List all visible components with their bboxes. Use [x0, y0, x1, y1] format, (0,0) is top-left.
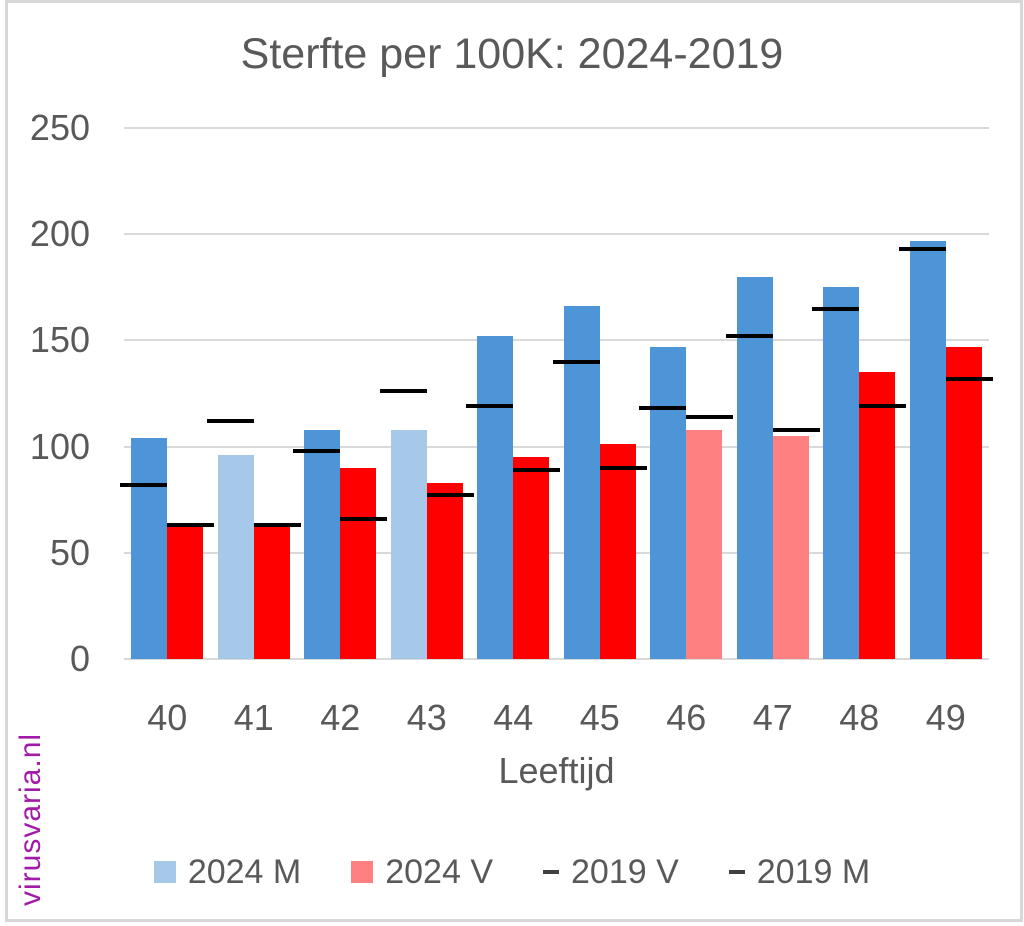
x-axis-tick-label-42: 42: [320, 697, 361, 738]
gridline-y-100: [124, 445, 989, 448]
legend-label: 2019 M: [756, 853, 871, 891]
bar-2024-v-46: [686, 429, 723, 659]
marker-2019-m-42: [293, 448, 341, 453]
x-axis-tick-label-41: 41: [233, 697, 274, 738]
gridline-y-0: [124, 658, 989, 660]
marker-2019-v-40: [167, 523, 215, 528]
gridline-y-50: [124, 551, 989, 554]
legend-dash-icon: [728, 870, 745, 874]
legend-label: 2019 V: [571, 853, 679, 891]
bar-2024-m-40: [131, 438, 168, 659]
bar-2024-m-46: [650, 346, 687, 659]
y-axis-tick-label-50: 50: [49, 531, 90, 573]
bar-2024-v-49: [945, 346, 982, 659]
marker-2019-m-44: [466, 404, 514, 409]
bar-2024-m-48: [823, 287, 860, 659]
y-axis-tick-label-0: 0: [69, 638, 90, 679]
bar-2024-m-47: [736, 276, 773, 659]
bar-2024-v-43: [426, 482, 463, 659]
bar-2024-v-40: [167, 523, 204, 659]
marker-2019-m-49: [898, 247, 946, 252]
marker-2019-m-43: [379, 389, 427, 394]
marker-2019-m-41: [206, 419, 254, 424]
x-axis-tick-label-45: 45: [579, 697, 620, 738]
y-axis-tick-label-150: 150: [29, 319, 90, 361]
legend-item-2024-v: 2024 V: [351, 852, 493, 892]
gridline-y-200: [124, 233, 989, 236]
x-axis-tick-label-44: 44: [493, 697, 534, 738]
bar-2024-m-49: [909, 240, 946, 659]
legend-label: 2024 V: [385, 853, 493, 891]
x-axis-tick-label-48: 48: [839, 697, 880, 738]
marker-2019-v-44: [513, 467, 561, 472]
legend: 2024 M 2024 V 2019 V 2019 M: [0, 852, 1024, 892]
bar-2024-m-44: [477, 336, 514, 659]
bar-2024-v-41: [253, 523, 290, 659]
marker-2019-m-48: [812, 306, 860, 311]
y-axis-tick-label-200: 200: [29, 213, 90, 255]
legend-square-icon: [351, 861, 374, 883]
bar-2024-m-43: [390, 429, 427, 659]
legend-square-icon: [153, 861, 176, 883]
x-axis-tick-label-47: 47: [752, 697, 793, 738]
legend-item-2019-v: 2019 V: [543, 852, 679, 892]
marker-2019-v-49: [945, 376, 993, 381]
watermark: virusvaria.nl: [14, 732, 47, 906]
legend-item-2019-m: 2019 M: [728, 852, 871, 892]
x-axis-tick-label-43: 43: [406, 697, 447, 738]
bar-2024-v-48: [859, 372, 896, 659]
x-axis-title: Leeftijd: [498, 750, 615, 791]
bar-2024-v-47: [772, 435, 809, 659]
marker-2019-m-45: [552, 359, 600, 364]
marker-2019-v-45: [599, 465, 647, 470]
bar-2024-v-42: [340, 467, 377, 659]
bar-2024-m-42: [304, 429, 341, 659]
gridline-y-150: [124, 339, 989, 342]
marker-2019-v-41: [253, 523, 301, 528]
marker-2019-m-40: [120, 482, 168, 487]
bar-2024-v-45: [599, 444, 636, 659]
marker-2019-v-48: [859, 404, 907, 409]
marker-2019-m-46: [639, 406, 687, 411]
x-axis-tick-label-40: 40: [147, 697, 188, 738]
bar-2024-m-45: [563, 306, 600, 659]
chart-title: Sterfte per 100K: 2024-2019: [240, 30, 784, 78]
y-axis-tick-label-250: 250: [29, 107, 90, 148]
marker-2019-v-46: [686, 414, 734, 419]
x-axis-tick-label-49: 49: [925, 697, 966, 738]
marker-2019-v-43: [426, 493, 474, 498]
marker-2019-v-47: [772, 427, 820, 432]
marker-2019-v-42: [340, 516, 388, 521]
bar-2024-m-41: [217, 455, 254, 659]
marker-2019-m-47: [725, 334, 773, 339]
legend-dash-icon: [543, 870, 559, 874]
bar-2024-v-44: [513, 457, 550, 659]
x-axis-tick-label-46: 46: [666, 697, 707, 738]
legend-label: 2024 M: [187, 853, 302, 891]
gridline-y-250: [124, 127, 989, 129]
legend-item-2024-m: 2024 M: [153, 852, 302, 892]
y-axis-tick-label-100: 100: [29, 425, 90, 467]
